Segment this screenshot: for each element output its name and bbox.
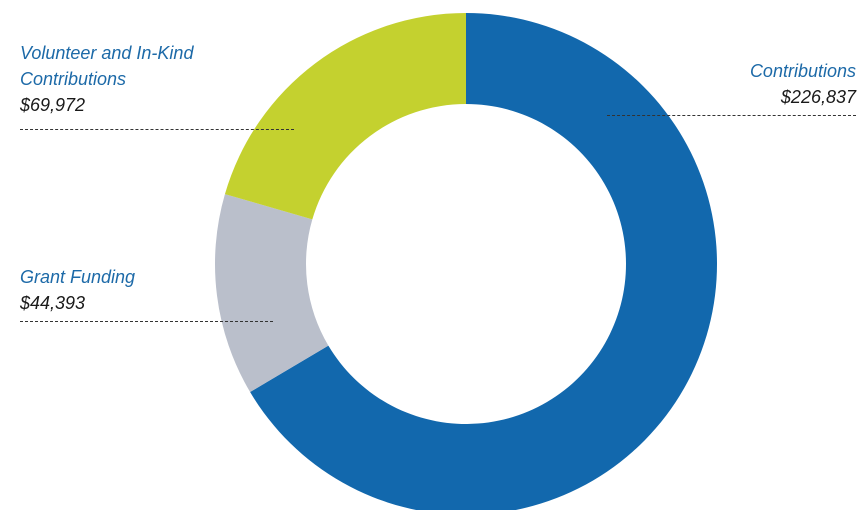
label-contributions-name: Contributions — [749, 61, 856, 81]
label-volunteer-name-line1: Volunteer and In-Kind — [20, 43, 194, 63]
label-volunteer-name-line2: Contributions — [20, 69, 127, 89]
label-contributions-value: $226,837 — [780, 87, 856, 107]
label-grant-name: Grant Funding — [20, 267, 136, 287]
label-grant: Grant Funding $44,393 — [20, 264, 280, 316]
label-volunteer: Volunteer and In-Kind Contributions $69,… — [20, 40, 280, 118]
leader-line-volunteer — [20, 129, 294, 130]
label-contributions: Contributions $226,837 — [596, 58, 856, 110]
leader-line-contributions — [607, 115, 856, 116]
donut-slice-grant-funding — [214, 194, 329, 393]
donut-slice-contributions — [250, 13, 718, 515]
leader-line-grant — [20, 321, 273, 322]
label-grant-value: $44,393 — [20, 293, 86, 313]
label-volunteer-value: $69,972 — [20, 95, 86, 115]
donut-slice-volunteer — [224, 13, 466, 220]
